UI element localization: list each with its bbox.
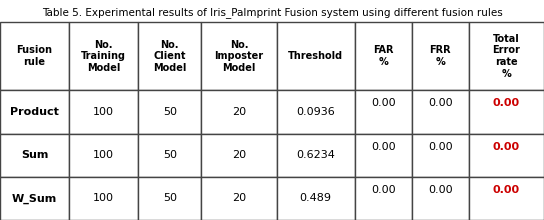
Text: W_Sum: W_Sum	[12, 193, 57, 204]
Text: Sum: Sum	[21, 150, 48, 160]
Bar	[469, 134, 544, 177]
Text: Fusion
rule: Fusion rule	[16, 45, 53, 67]
Bar	[69, 22, 138, 90]
Bar	[412, 177, 469, 220]
Text: 20: 20	[232, 107, 246, 117]
Text: Total
Error
rate
%: Total Error rate %	[492, 34, 521, 79]
Bar	[412, 90, 469, 134]
Text: 0.00: 0.00	[428, 185, 453, 195]
Text: 100: 100	[93, 150, 114, 160]
Bar	[201, 177, 276, 220]
Bar	[201, 134, 276, 177]
Text: Table 5. Experimental results of Iris_Palmprint Fusion system using different fu: Table 5. Experimental results of Iris_Pa…	[42, 7, 502, 18]
Bar	[0, 22, 69, 90]
Text: 20: 20	[232, 150, 246, 160]
Text: 0.00: 0.00	[371, 98, 395, 108]
Text: 0.489: 0.489	[300, 193, 332, 203]
Text: 0.00: 0.00	[371, 141, 395, 152]
Text: FAR
%: FAR %	[373, 45, 393, 67]
Text: Threshold: Threshold	[288, 51, 343, 61]
Bar	[469, 22, 544, 90]
Bar	[138, 22, 201, 90]
Bar	[276, 90, 355, 134]
Bar	[0, 177, 69, 220]
Text: 0.00: 0.00	[428, 141, 453, 152]
Text: 50: 50	[163, 107, 177, 117]
Bar	[276, 22, 355, 90]
Bar	[469, 90, 544, 134]
Text: 100: 100	[93, 107, 114, 117]
Text: 100: 100	[93, 193, 114, 203]
Text: 0.00: 0.00	[493, 185, 520, 195]
Bar	[138, 177, 201, 220]
Bar	[412, 22, 469, 90]
Bar	[276, 177, 355, 220]
Bar	[201, 90, 276, 134]
Text: FRR
%: FRR %	[430, 45, 451, 67]
Bar	[69, 134, 138, 177]
Text: No.
Client
Model: No. Client Model	[153, 40, 187, 73]
Bar	[0, 134, 69, 177]
Text: 0.6234: 0.6234	[296, 150, 335, 160]
Bar	[355, 22, 412, 90]
Bar	[276, 134, 355, 177]
Bar	[469, 177, 544, 220]
Bar	[355, 134, 412, 177]
Bar	[412, 134, 469, 177]
Text: 50: 50	[163, 150, 177, 160]
Text: 0.00: 0.00	[493, 98, 520, 108]
Text: No.
Imposter
Model: No. Imposter Model	[214, 40, 263, 73]
Text: 20: 20	[232, 193, 246, 203]
Bar	[69, 90, 138, 134]
Bar	[355, 177, 412, 220]
Text: 50: 50	[163, 193, 177, 203]
Bar	[355, 90, 412, 134]
Bar	[201, 22, 276, 90]
Text: 0.00: 0.00	[493, 141, 520, 152]
Bar	[138, 90, 201, 134]
Text: 0.00: 0.00	[428, 98, 453, 108]
Text: 0.00: 0.00	[371, 185, 395, 195]
Text: No.
Training
Model: No. Training Model	[81, 40, 126, 73]
Bar	[138, 134, 201, 177]
Bar	[69, 177, 138, 220]
Text: Product: Product	[10, 107, 59, 117]
Text: 0.0936: 0.0936	[296, 107, 335, 117]
Bar	[0, 90, 69, 134]
